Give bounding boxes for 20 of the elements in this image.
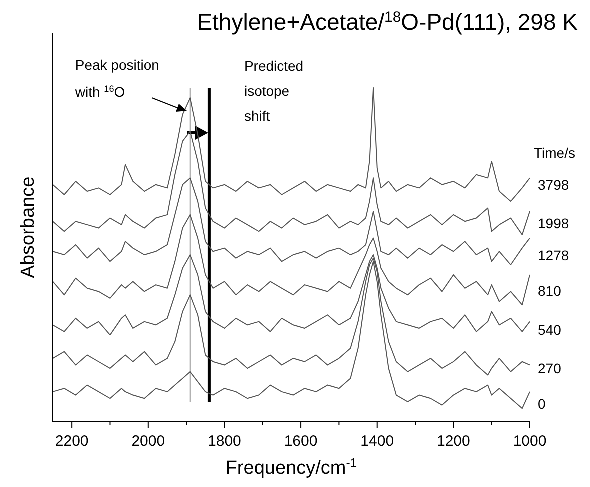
legend-title: Time/s [534, 145, 576, 161]
series-label: 270 [538, 360, 562, 377]
ref-line-label: Predicted isotope shift [244, 58, 304, 124]
y-axis-title: Absorbance [18, 176, 39, 278]
series-label: 1278 [538, 248, 570, 264]
x-tick-label: 1000 [513, 433, 547, 450]
series-label: 540 [538, 322, 562, 338]
x-tick-label: 2200 [55, 433, 89, 450]
x-tick-label: 1800 [208, 433, 242, 450]
x-tick-label: 2000 [132, 433, 166, 450]
series-label: 3798 [538, 176, 570, 193]
ref-line-label: Peak position with $^{16}$O [74, 57, 160, 100]
chart-title: Ethylene+Acetate/$^{18}$O-Pd(111), 298 K [197, 8, 579, 35]
x-tick-label: 1200 [436, 433, 470, 450]
series-label: 1998 [538, 216, 570, 232]
x-tick-label: 1600 [284, 433, 318, 450]
x-tick-label: 1400 [360, 433, 394, 450]
series-label: 0 [538, 396, 546, 412]
series-label: 810 [538, 283, 562, 300]
x-axis-title: Frequency/cm$^{-1}$ [226, 456, 358, 479]
